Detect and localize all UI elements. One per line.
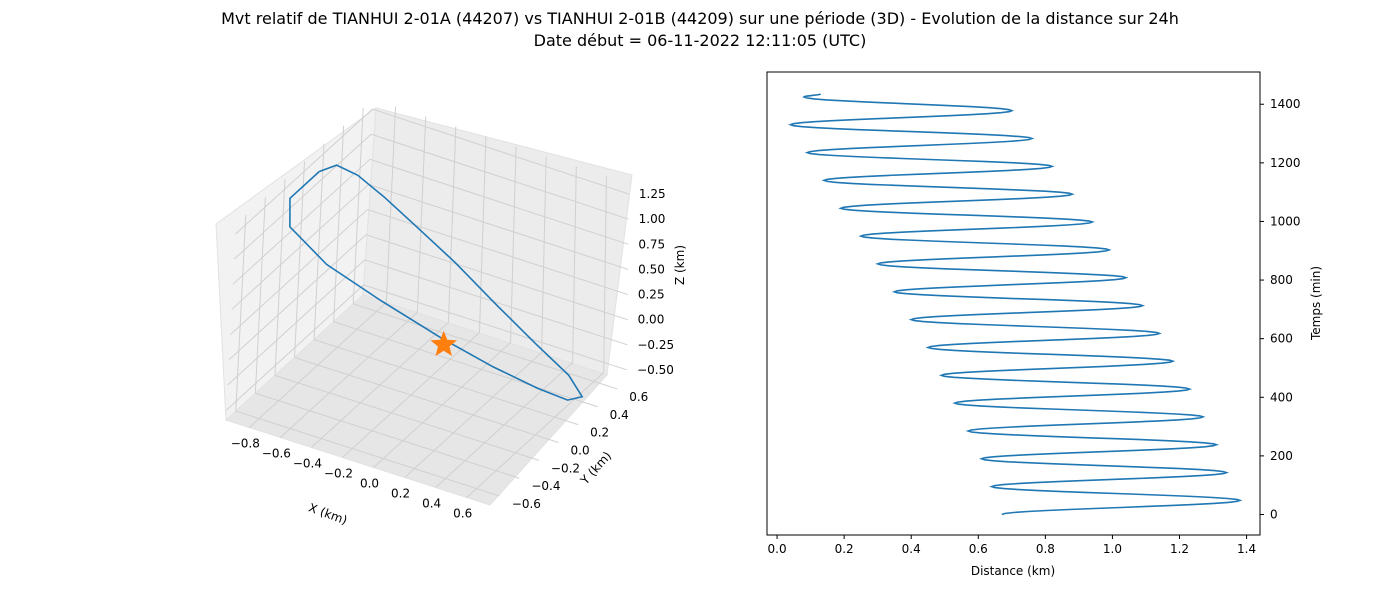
y-tick-label-3d: −0.4 [531,479,560,493]
z-tick-label-3d: 1.00 [639,212,666,226]
x-tick-label: 0.6 [969,542,988,556]
chart-subtitle: Date début = 06-11-2022 12:11:05 (UTC) [533,31,867,50]
grid-line-z-back [365,234,628,321]
grid-line-y-side [274,179,286,376]
axes-3d: −0.8−0.6−0.4−0.20.00.20.40.6−0.6−0.4−0.2… [215,106,687,528]
grid-line-x-back [510,146,517,343]
grid-line-z-side [231,184,369,310]
grid-line-y-floor [294,357,559,443]
grid-line-y-floor [333,321,598,408]
x-tick-label-3d: 0.0 [360,477,379,491]
z-tick-label-3d: 1.25 [639,187,666,201]
z-axis-label-3d: Z (km) [673,245,687,285]
grid-line-z-back [367,209,629,296]
grid-line-y-side [235,215,247,412]
x-tick-label: 0.2 [835,542,854,556]
x-axis-label: Distance (km) [971,564,1055,578]
grid-line-y-floor [235,410,500,497]
grid-line-x-back [478,136,487,333]
y-tick-label-3d: −0.2 [551,461,580,475]
grid-line-y-side [333,125,345,322]
x-tick-label: 0.0 [768,542,787,556]
grid-line-y-floor [353,303,618,390]
grid-line-y-floor [255,392,520,479]
x-tick-label-3d: −0.8 [231,437,260,451]
x-tick-label: 0.4 [902,542,921,556]
grid-line-z-side [226,284,364,411]
grid-line-x-back [541,156,547,353]
grid-line-z-side [232,158,371,285]
grid-line-z-side [233,133,372,260]
distance-line [788,93,1243,516]
x-tick-label: 1.4 [1237,542,1256,556]
y-tick-label: 0 [1270,507,1278,521]
grid-3d [226,106,630,498]
grid-line-y-side [313,143,325,340]
y-tick-label: 400 [1270,390,1293,404]
axes-2d: 0.0 0.2 0.4 0.6 0.8 1.0 1.2 1.4 0 200 400 600 800 100… [766,71,1323,578]
grid-line-y-side [254,197,266,394]
x-axis-label-3d: X (km) [307,501,349,528]
z-tick-label-3d: 0.75 [638,237,665,251]
ticks-2d: 0.0 0.2 0.4 0.6 0.8 1.0 1.2 1.4 0 200 400 600 800 100… [768,97,1301,556]
y-tick-label-3d: 0.4 [610,408,629,422]
ticks-3d: −0.8−0.6−0.4−0.20.00.20.40.6−0.6−0.4−0.2… [231,187,674,520]
grid-line-x-back [416,116,427,313]
y-tick-label-3d: −0.6 [512,497,541,511]
origin-star-marker [430,330,457,356]
grid-line-y-side [352,107,364,304]
y-tick-label: 1000 [1270,214,1301,228]
pane-floor [225,294,608,506]
z-tick-label-3d: 0.00 [638,313,665,327]
x-tick-label-3d: 0.4 [422,497,441,511]
x-tick-label: 1.2 [1170,542,1189,556]
y-tick-label-3d: 0.2 [590,426,609,440]
x-tick-label-3d: 0.6 [453,507,472,521]
y-tick-label: 1200 [1270,156,1301,170]
x-tick-label-3d: 0.2 [391,487,410,501]
y-tick-label-3d: 0.0 [571,444,590,458]
series-3d [289,164,584,401]
y-tick-label: 1400 [1270,97,1301,111]
y-tick-label: 200 [1270,449,1293,463]
grid-line-x-back [603,176,607,373]
grid-line-y-floor [313,339,579,426]
grid-line-z-back [369,158,629,245]
grid-line-z-back [363,284,628,371]
grid-line-z-back [364,259,628,346]
x-tick-label: 1.0 [1103,542,1122,556]
orbit-line [289,164,584,401]
z-tick-label-3d: 0.25 [638,288,665,302]
x-tick-label-3d: −0.2 [324,467,353,481]
y-tick-label: 800 [1270,273,1293,287]
z-tick-label-3d: −0.50 [637,363,674,377]
grid-line-z-side [235,108,373,235]
y-tick-label: 600 [1270,332,1293,346]
z-tick-label-3d: 0.50 [638,262,665,276]
grid-line-x-back [447,126,457,323]
grid-line-z-side [228,234,367,361]
x-tick-label-3d: −0.6 [262,447,291,461]
series-2d [788,93,1243,516]
grid-line-z-side [230,209,368,335]
grid-line-x-back [572,166,577,363]
x-tick-label-3d: −0.4 [293,457,322,471]
x-tick-label: 0.8 [1036,542,1055,556]
grid-line-z-back [372,108,630,195]
grid-line-z-back [368,183,629,270]
z-tick-label-3d: −0.25 [637,338,674,352]
grid-line-z-back [371,133,629,220]
grid-line-y-floor [274,374,540,461]
y-axis-label: Temps (min) [1309,266,1323,341]
y-tick-label-3d: 0.6 [629,390,648,404]
grid-line-z-side [227,259,366,386]
grid-line-x-back [385,106,397,303]
grid-line-y-side [294,161,305,358]
chart-title: Mvt relatif de TIANHUI 2-01A (44207) vs … [221,9,1179,28]
